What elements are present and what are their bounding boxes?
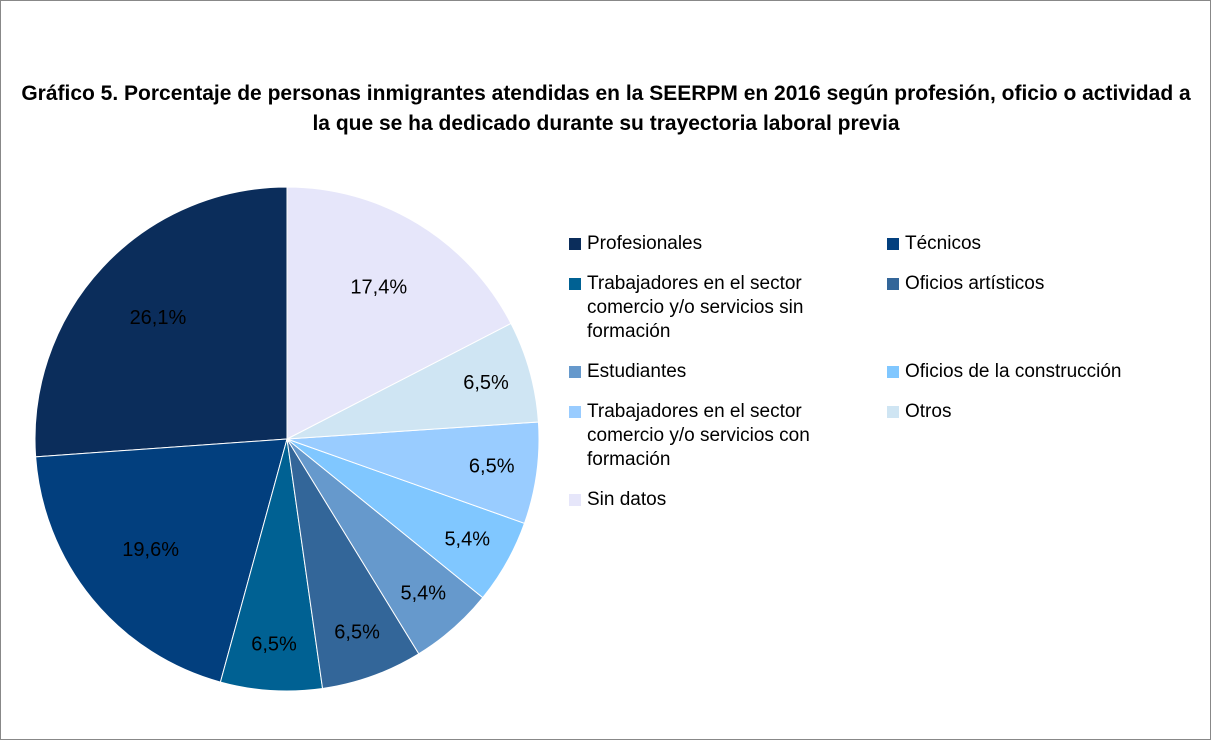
- legend-item: Trabajadores en el sector comercio y/o s…: [569, 400, 887, 472]
- data-label: 6,5%: [463, 372, 509, 394]
- legend-item: Otros: [887, 400, 1207, 472]
- chart-title: Gráfico 5. Porcentaje de personas inmigr…: [21, 82, 1191, 135]
- legend-item: Técnicos: [887, 232, 1207, 256]
- legend-label: Sin datos: [587, 489, 667, 510]
- legend-item: Oficios de la construcción: [887, 360, 1207, 384]
- pie-slice: [35, 438, 288, 683]
- legend-swatch: [569, 238, 581, 250]
- data-label: 17,4%: [350, 277, 407, 299]
- legend-label: Trabajadores en el sector comercio y/o s…: [587, 401, 810, 470]
- data-label: 6,5%: [251, 634, 297, 656]
- legend-item: Oficios artísticos: [887, 272, 1207, 344]
- pie-slice: [34, 186, 288, 458]
- legend-label: Estudiantes: [587, 361, 687, 382]
- legend-swatch: [569, 406, 581, 418]
- legend-swatch: [569, 366, 581, 378]
- legend-label: Otros: [905, 401, 952, 422]
- legend-swatch: [569, 278, 581, 290]
- data-label: 6,5%: [334, 622, 380, 644]
- legend-item: Profesionales: [569, 232, 887, 256]
- legend: Profesionales Técnicos Trabajadores en el …: [569, 232, 1207, 512]
- legend-label: Técnicos: [905, 233, 982, 254]
- legend-item: Trabajadores en el sector comercio y/o s…: [569, 272, 887, 344]
- legend-label: Trabajadores en el sector comercio y/o s…: [587, 273, 804, 342]
- legend-item: Estudiantes: [569, 360, 887, 384]
- legend-label: Oficios artísticos: [905, 273, 1045, 294]
- data-label: 19,6%: [122, 539, 179, 561]
- data-label: 5,4%: [444, 528, 490, 550]
- legend-label: Profesionales: [587, 233, 703, 254]
- legend-swatch: [569, 494, 581, 506]
- data-label: 26,1%: [130, 307, 187, 329]
- data-label: 5,4%: [400, 583, 446, 605]
- legend-label: Oficios de la construcción: [905, 361, 1122, 382]
- pie-slice: [286, 186, 512, 440]
- legend-swatch: [887, 366, 899, 378]
- legend-swatch: [887, 238, 899, 250]
- legend-item: Sin datos: [569, 488, 887, 512]
- legend-swatch: [887, 406, 899, 418]
- legend-swatch: [887, 278, 899, 290]
- data-label: 6,5%: [469, 455, 515, 477]
